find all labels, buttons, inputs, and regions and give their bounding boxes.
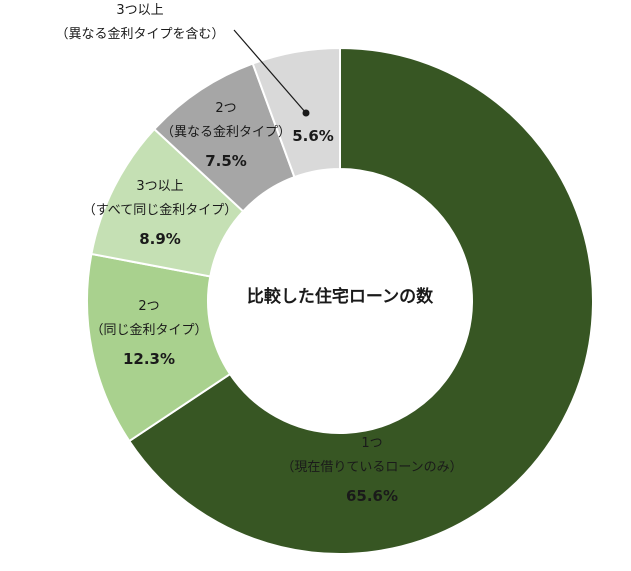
slice-2-label-line1: 2つ [138, 299, 159, 314]
slice-3-label-line1: 3つ以上 [136, 179, 183, 194]
slice-1-label-line2: （現在借りているローンのみ） [281, 460, 462, 475]
slice-4-label-line2: （異なる金利タイプ） [161, 124, 291, 140]
slice-2-label-line2: （同じ金利タイプ） [90, 322, 207, 338]
slice-1-value-label: 65.6% [346, 487, 398, 505]
slice-5-label-line1: 3つ以上 [116, 3, 163, 18]
slice-1 [127, 46, 594, 555]
slice-5 [251, 46, 341, 179]
slice-5-label-line2: （異なる金利タイプを含む） [55, 26, 224, 42]
slice-4-value-label: 7.5% [205, 152, 247, 170]
slice-3-label-line2: （すべて同じ金利タイプ） [83, 202, 238, 218]
slice-2-value-label: 12.3% [123, 350, 175, 368]
slice-5-leader-dot [302, 109, 310, 117]
slice-5-leader-line [233, 29, 307, 114]
slice-5-value-label: 5.6% [292, 127, 334, 145]
slice-4-label-line1: 2つ [215, 101, 236, 116]
slices-group [86, 46, 594, 555]
slice-3-value-label: 8.9% [139, 230, 181, 248]
center-label: 比較した住宅ローンの数 [247, 286, 434, 307]
slice-1-label-line1: 1つ [361, 436, 382, 451]
labels-group: 1つ （現在借りているローンのみ） 65.6% 2つ （同じ金利タイプ） 12.3% 3つ以… [55, 3, 462, 505]
